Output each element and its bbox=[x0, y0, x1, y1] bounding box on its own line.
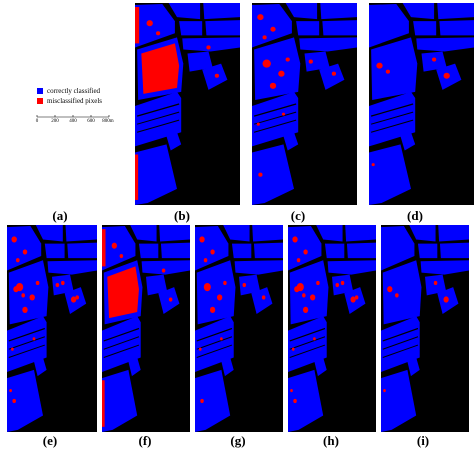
panel-label: (e) bbox=[43, 433, 57, 448]
map-d bbox=[369, 3, 474, 205]
map-f bbox=[102, 225, 190, 432]
panel-label: (g) bbox=[230, 433, 245, 448]
panel-label: (f) bbox=[139, 433, 152, 448]
map-g bbox=[195, 225, 283, 432]
panel-label: (d) bbox=[407, 208, 423, 223]
scale-label: 200 bbox=[51, 119, 59, 124]
panel-label: (b) bbox=[174, 208, 190, 223]
scale-bar bbox=[36, 115, 110, 118]
legend-swatch bbox=[37, 98, 43, 104]
scale-label: 0 bbox=[36, 119, 39, 124]
legend-label: correctly classified bbox=[47, 87, 101, 95]
panel-label: (a) bbox=[52, 208, 67, 223]
panel-label: (c) bbox=[291, 208, 305, 223]
scale-label: 400 bbox=[69, 119, 77, 124]
panel-label: (i) bbox=[417, 433, 429, 448]
map-h bbox=[288, 225, 376, 432]
legend-label: misclassified pixels bbox=[47, 97, 102, 105]
panel-label: (h) bbox=[323, 433, 339, 448]
legend-swatch bbox=[37, 88, 43, 94]
scale-label: 800m bbox=[102, 119, 114, 124]
map-e bbox=[7, 225, 97, 432]
map-i bbox=[381, 225, 469, 432]
scale-label: 600 bbox=[87, 119, 95, 124]
map-b bbox=[135, 3, 240, 205]
map-c bbox=[252, 3, 357, 205]
